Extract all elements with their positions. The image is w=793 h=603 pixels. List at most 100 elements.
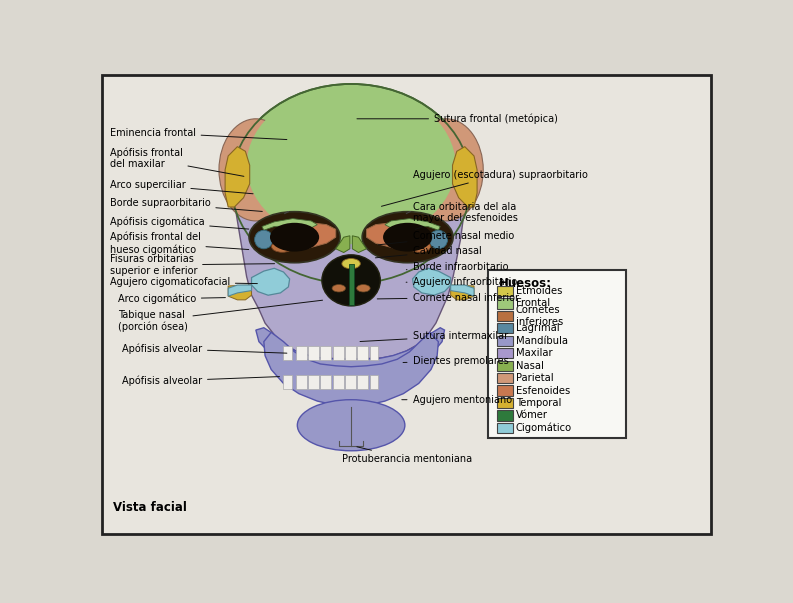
Bar	[345, 346, 356, 360]
Text: Apófisis frontal
del maxilar: Apófisis frontal del maxilar	[109, 147, 244, 176]
Text: Lagrimal: Lagrimal	[515, 323, 559, 333]
FancyBboxPatch shape	[496, 411, 513, 421]
Text: Dientes premolares: Dientes premolares	[403, 356, 508, 366]
Polygon shape	[251, 268, 289, 295]
Polygon shape	[228, 285, 251, 296]
Text: Etmoides: Etmoides	[515, 286, 562, 296]
Text: Tabique nasal
(porción ósea): Tabique nasal (porción ósea)	[117, 300, 323, 332]
Bar	[345, 375, 356, 389]
Text: Agujero infraorbitario: Agujero infraorbitario	[406, 277, 517, 287]
Ellipse shape	[322, 255, 381, 306]
Text: Apófisis alveolar: Apófisis alveolar	[122, 376, 279, 387]
Ellipse shape	[429, 230, 447, 249]
Polygon shape	[385, 219, 440, 230]
Text: Eminencia frontal: Eminencia frontal	[109, 128, 287, 139]
Ellipse shape	[232, 84, 471, 283]
Text: Cornetes
inferiores: Cornetes inferiores	[515, 305, 563, 327]
Text: Borde supraorbitario: Borde supraorbitario	[109, 198, 262, 212]
Polygon shape	[453, 147, 477, 207]
Text: Fisuras orbitarias
superior e inferior: Fisuras orbitarias superior e inferior	[109, 254, 274, 276]
FancyBboxPatch shape	[496, 298, 513, 309]
Polygon shape	[450, 285, 474, 300]
FancyBboxPatch shape	[496, 385, 513, 396]
Ellipse shape	[342, 259, 360, 269]
Ellipse shape	[271, 241, 293, 252]
Text: Cara orbitaria del ala
mayor del esfenoides: Cara orbitaria del ala mayor del esfenoi…	[412, 202, 518, 229]
Text: Vista facial: Vista facial	[113, 501, 186, 514]
Polygon shape	[256, 328, 445, 384]
Text: Arco cigomático: Arco cigomático	[117, 294, 225, 304]
Ellipse shape	[362, 212, 453, 263]
Text: Arco superciliar: Arco superciliar	[109, 180, 253, 194]
Text: Cornete nasal medio: Cornete nasal medio	[378, 231, 514, 245]
Bar	[357, 346, 368, 360]
Polygon shape	[366, 223, 408, 248]
Polygon shape	[225, 147, 250, 207]
Polygon shape	[264, 332, 439, 406]
Text: Apófisis alveolar: Apófisis alveolar	[122, 343, 287, 354]
Polygon shape	[412, 268, 450, 295]
Ellipse shape	[297, 400, 405, 451]
Ellipse shape	[247, 86, 455, 244]
FancyBboxPatch shape	[496, 286, 513, 296]
Text: Nasal: Nasal	[515, 361, 544, 371]
Bar	[284, 346, 292, 360]
Bar	[333, 375, 343, 389]
Text: Protuberancia mentoniana: Protuberancia mentoniana	[342, 447, 472, 464]
Bar	[333, 346, 343, 360]
Ellipse shape	[357, 285, 370, 292]
Text: Cavidad nasal: Cavidad nasal	[375, 246, 481, 258]
Text: Agujero cigomaticofacial: Agujero cigomaticofacial	[109, 277, 258, 287]
Text: Agujero mentoniano: Agujero mentoniano	[402, 395, 511, 405]
Text: Sutura frontal (metópica): Sutura frontal (metópica)	[357, 113, 558, 124]
Text: Frontal: Frontal	[515, 298, 550, 309]
Polygon shape	[450, 285, 474, 296]
Bar	[308, 375, 319, 389]
Text: Agujero (escotadura) supraorbitario: Agujero (escotadura) supraorbitario	[381, 169, 588, 206]
Text: Sutura intermaxilar: Sutura intermaxilar	[360, 331, 508, 341]
Text: Cigomático: Cigomático	[515, 423, 572, 433]
Ellipse shape	[270, 223, 319, 251]
Bar	[308, 346, 319, 360]
Text: Borde infraorbitario: Borde infraorbitario	[407, 262, 508, 273]
Text: Apófisis frontal del
hueso cigomático: Apófisis frontal del hueso cigomático	[109, 232, 249, 254]
Text: Apófisis cigomática: Apófisis cigomática	[109, 216, 249, 229]
Bar	[296, 346, 307, 360]
Text: Temporal: Temporal	[515, 398, 561, 408]
FancyBboxPatch shape	[496, 373, 513, 384]
Polygon shape	[262, 219, 317, 230]
Bar	[320, 346, 331, 360]
FancyBboxPatch shape	[496, 336, 513, 346]
Text: Esfenoides: Esfenoides	[515, 385, 570, 396]
Bar	[349, 264, 354, 305]
Text: Cornete nasal inferior: Cornete nasal inferior	[377, 292, 519, 303]
Text: Huesos:: Huesos:	[499, 277, 552, 289]
Ellipse shape	[249, 212, 340, 263]
FancyBboxPatch shape	[496, 423, 513, 433]
Polygon shape	[294, 223, 335, 248]
Ellipse shape	[255, 230, 273, 249]
Text: Vómer: Vómer	[515, 411, 548, 420]
Polygon shape	[228, 285, 251, 300]
Bar	[357, 375, 368, 389]
Ellipse shape	[219, 119, 293, 221]
Text: Mandíbula: Mandíbula	[515, 336, 568, 346]
Ellipse shape	[383, 223, 432, 251]
FancyBboxPatch shape	[496, 348, 513, 358]
Ellipse shape	[332, 285, 346, 292]
Polygon shape	[335, 236, 350, 253]
FancyBboxPatch shape	[496, 398, 513, 408]
Polygon shape	[352, 236, 366, 253]
FancyBboxPatch shape	[496, 361, 513, 371]
Bar	[296, 375, 307, 389]
Bar	[284, 375, 292, 389]
Bar	[320, 375, 331, 389]
Ellipse shape	[409, 241, 431, 252]
FancyBboxPatch shape	[496, 323, 513, 333]
FancyBboxPatch shape	[496, 311, 513, 321]
Text: Parietal: Parietal	[515, 373, 554, 383]
Bar	[370, 346, 378, 360]
Polygon shape	[235, 198, 465, 359]
Ellipse shape	[409, 119, 483, 221]
FancyBboxPatch shape	[488, 270, 626, 438]
